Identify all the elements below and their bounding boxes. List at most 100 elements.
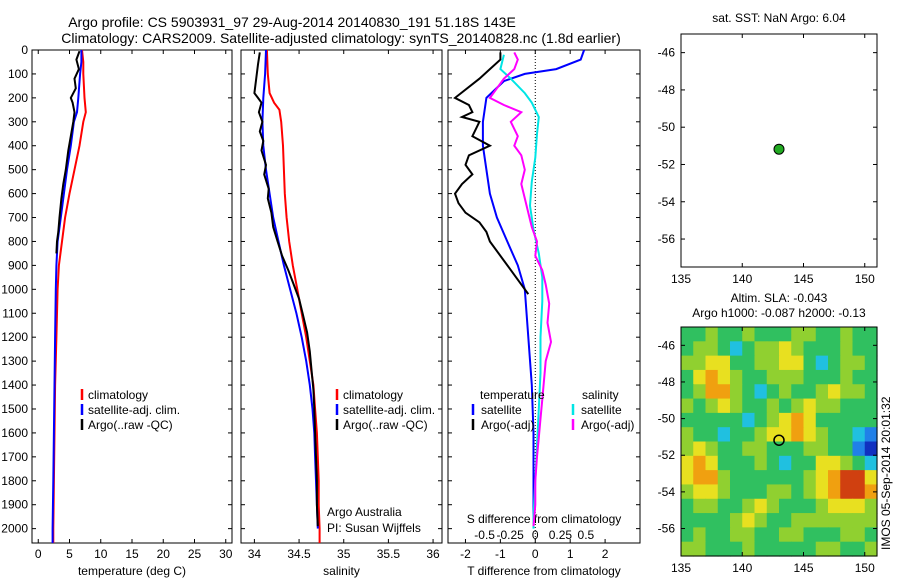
y-tick-label: -52 [658, 157, 676, 171]
heatmap-cell [717, 484, 731, 500]
heatmap-cell [766, 470, 780, 486]
heatmap-cell [779, 498, 792, 514]
x-tick-label: 20 [157, 547, 171, 561]
heatmap-cell [803, 484, 817, 500]
heatmap-cell [803, 341, 817, 357]
heatmap-cell [730, 470, 743, 486]
heatmap-cell [803, 498, 817, 514]
s-tick-label: -0.5 [474, 528, 495, 542]
heatmap-cell [828, 441, 841, 457]
heatmap-cell [840, 527, 854, 543]
map-frame [680, 326, 878, 557]
y-tick-label: -56 [658, 232, 676, 246]
y-tick-label: 2000 [1, 522, 28, 536]
heatmap-cell [693, 470, 707, 486]
s-tick-label: 0.25 [549, 528, 573, 542]
s-tick-label: -0.25 [496, 528, 524, 542]
y-tick-label: -50 [658, 120, 676, 134]
heatmap-cell [864, 427, 878, 443]
heatmap-cell [693, 484, 707, 500]
imos-timestamp: IMOS 05-Sep-2014 20:01:32 [879, 396, 893, 550]
heatmap-cell [791, 498, 805, 514]
heatmap-cell [840, 427, 854, 443]
heatmap-cell [864, 398, 878, 414]
heatmap-cell [693, 412, 707, 428]
heatmap-cell [717, 427, 731, 443]
y-tick-label: 1300 [1, 354, 28, 368]
heatmap-cell [742, 412, 756, 428]
heatmap-cell [717, 327, 731, 342]
y-tick-label: -50 [658, 412, 676, 426]
y-tick-label: 1700 [1, 450, 28, 464]
heatmap-cell [742, 398, 756, 414]
y-tick-label: 1000 [1, 282, 28, 296]
argo-location-marker [773, 434, 785, 446]
heatmap-cell [803, 327, 817, 342]
heatmap-cell [791, 541, 805, 557]
y-tick-label: 200 [8, 91, 28, 105]
heatmap-cell [815, 355, 829, 371]
y-tick-label: 1400 [1, 378, 28, 392]
heatmap-cell [705, 384, 719, 400]
y-tick-label: -46 [658, 338, 676, 352]
heatmap-cell [828, 327, 841, 342]
heatmap-cell [815, 541, 829, 557]
s-tick-label: 0 [532, 528, 539, 542]
y-tick-label: -46 [658, 46, 676, 60]
y-tick-label: 900 [8, 258, 28, 272]
plot-frame [31, 49, 233, 544]
y-tick-label: 600 [8, 187, 28, 201]
y-tick-label: 400 [8, 139, 28, 153]
heatmap-cell [742, 484, 756, 500]
heatmap-cell [828, 412, 841, 428]
heatmap-cell [754, 341, 768, 357]
heatmap-cell [705, 341, 719, 357]
heatmap-cell [815, 412, 829, 428]
heatmap-cell [766, 412, 780, 428]
panel-map_sst: sat. SST: NaN Argo: 6.04 135 140 145 150 -46 -… [658, 11, 878, 286]
heatmap-cell [828, 527, 841, 543]
heatmap-cell [730, 527, 743, 543]
heatmap-cell [717, 398, 731, 414]
heatmap-cell [828, 455, 841, 471]
heatmap-cell [791, 427, 805, 443]
x-tick-label: 5 [66, 547, 73, 561]
heatmap-cell [717, 541, 731, 557]
heatmap-cell [766, 484, 780, 500]
series-line-satellite [481, 49, 586, 527]
heatmap-cell [705, 541, 719, 557]
x-tick-label: 35 [337, 547, 351, 561]
argo-location-point [773, 143, 785, 155]
heatmap-cell [742, 498, 756, 514]
heatmap-cell [779, 441, 792, 457]
heatmap-cell [803, 412, 817, 428]
y-tick-label: -54 [658, 195, 676, 209]
heatmap-cell [840, 484, 854, 500]
heatmap-cell [693, 355, 707, 371]
heatmap-cell [864, 441, 878, 457]
x-tick-label: 25 [188, 547, 202, 561]
heatmap-cell [828, 369, 841, 385]
heatmap-cell [840, 341, 854, 357]
series-line-argo-raw-qc- [253, 52, 319, 527]
heatmap-cell [681, 513, 694, 528]
heatmap-cell [730, 455, 743, 471]
legend-group-title: salinity [582, 388, 619, 402]
heatmap-cell [766, 355, 780, 371]
heatmap-cell [852, 455, 866, 471]
heatmap-cell [681, 427, 694, 443]
heatmap-cell [840, 513, 854, 528]
heatmap-cell [864, 527, 878, 543]
heatmap-cell [828, 384, 841, 400]
x-tick-label: 135 [671, 561, 691, 575]
heatmap-cell [864, 470, 878, 486]
heatmap-cell [766, 398, 780, 414]
heatmap-cell [717, 441, 731, 457]
heatmap-cell [815, 527, 829, 543]
x-tick-label: 140 [732, 561, 752, 575]
heatmap-cell [815, 384, 829, 400]
heatmap-cell [754, 441, 768, 457]
heatmap-cell [742, 427, 756, 443]
heatmap-cell [717, 513, 731, 528]
